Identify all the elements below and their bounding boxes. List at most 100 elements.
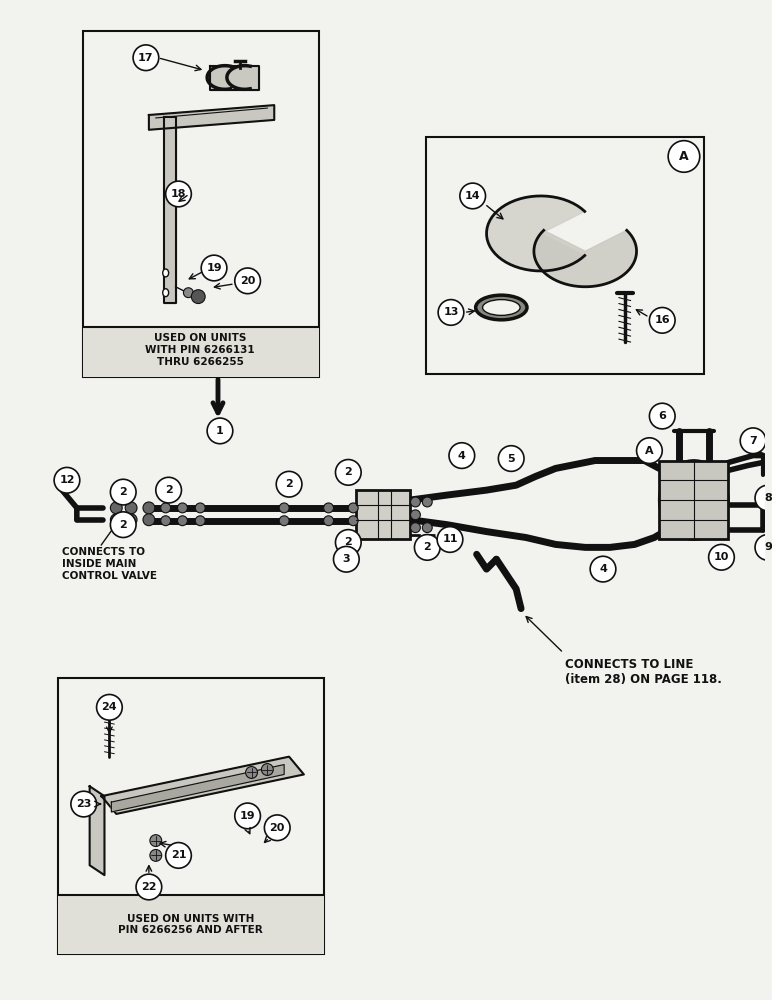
- Polygon shape: [101, 757, 304, 814]
- Text: 18: 18: [171, 189, 186, 199]
- Circle shape: [336, 530, 361, 555]
- Circle shape: [415, 535, 440, 560]
- Text: 2: 2: [164, 485, 172, 495]
- Circle shape: [334, 546, 359, 572]
- Text: 23: 23: [76, 799, 91, 809]
- Polygon shape: [164, 117, 175, 303]
- Text: CONNECTS TO
INSIDE MAIN
CONTROL VALVE: CONNECTS TO INSIDE MAIN CONTROL VALVE: [62, 547, 157, 581]
- Text: 2: 2: [120, 520, 127, 530]
- Text: 16: 16: [655, 315, 670, 325]
- Text: 4: 4: [599, 564, 607, 574]
- Circle shape: [637, 438, 662, 463]
- Circle shape: [110, 502, 122, 514]
- Circle shape: [125, 502, 137, 514]
- Circle shape: [178, 516, 188, 526]
- Circle shape: [437, 527, 463, 552]
- Bar: [58, 895, 323, 954]
- Text: 5: 5: [507, 454, 515, 464]
- Circle shape: [649, 403, 675, 429]
- Text: 2: 2: [120, 487, 127, 497]
- Circle shape: [460, 183, 486, 209]
- Circle shape: [195, 503, 205, 513]
- Circle shape: [262, 764, 273, 775]
- Circle shape: [336, 460, 361, 485]
- Polygon shape: [210, 66, 259, 90]
- Text: 12: 12: [59, 475, 75, 485]
- Bar: [83, 31, 319, 377]
- Text: 2: 2: [285, 479, 293, 489]
- Polygon shape: [486, 196, 584, 271]
- Text: 22: 22: [141, 882, 157, 892]
- Circle shape: [136, 874, 161, 900]
- Circle shape: [195, 516, 205, 526]
- Circle shape: [166, 843, 191, 868]
- Circle shape: [411, 510, 421, 520]
- Circle shape: [161, 516, 171, 526]
- Circle shape: [235, 268, 260, 294]
- Circle shape: [422, 497, 432, 507]
- Text: 2: 2: [423, 542, 431, 552]
- Text: USED ON UNITS WITH
PIN 6266256 AND AFTER: USED ON UNITS WITH PIN 6266256 AND AFTER: [118, 914, 262, 935]
- Circle shape: [96, 694, 122, 720]
- Circle shape: [184, 288, 193, 298]
- Circle shape: [411, 497, 421, 507]
- Circle shape: [438, 300, 464, 325]
- Text: 14: 14: [465, 191, 480, 201]
- Text: 19: 19: [240, 811, 256, 821]
- Text: 6: 6: [659, 411, 666, 421]
- Text: 9: 9: [764, 542, 772, 552]
- Circle shape: [110, 514, 122, 526]
- Text: 2: 2: [344, 537, 352, 547]
- Text: 20: 20: [240, 276, 256, 286]
- Polygon shape: [90, 786, 104, 875]
- Polygon shape: [534, 230, 637, 287]
- Text: CONNECTS TO LINE
(item 28) ON PAGE 118.: CONNECTS TO LINE (item 28) ON PAGE 118.: [565, 658, 723, 686]
- Text: A: A: [645, 446, 654, 456]
- Text: 1: 1: [216, 426, 224, 436]
- Circle shape: [668, 141, 699, 172]
- Circle shape: [201, 255, 227, 281]
- Ellipse shape: [476, 295, 527, 320]
- Text: 19: 19: [206, 263, 222, 273]
- Circle shape: [649, 307, 675, 333]
- Text: USED ON UNITS
WITH PIN 6266131
THRU 6266255: USED ON UNITS WITH PIN 6266131 THRU 6266…: [145, 333, 255, 367]
- Circle shape: [150, 835, 161, 847]
- Text: 10: 10: [714, 552, 730, 562]
- Bar: [83, 327, 319, 377]
- Circle shape: [449, 443, 475, 468]
- Circle shape: [161, 503, 171, 513]
- Circle shape: [143, 502, 155, 514]
- Text: 2: 2: [344, 467, 352, 477]
- Circle shape: [178, 503, 188, 513]
- Circle shape: [499, 446, 524, 471]
- Circle shape: [740, 428, 766, 454]
- Ellipse shape: [482, 300, 520, 315]
- Circle shape: [348, 503, 358, 513]
- Text: 11: 11: [442, 534, 458, 544]
- Circle shape: [143, 514, 155, 526]
- Ellipse shape: [163, 289, 168, 297]
- Circle shape: [235, 803, 260, 829]
- Circle shape: [156, 477, 181, 503]
- Bar: [356, 490, 411, 539]
- Ellipse shape: [659, 461, 728, 539]
- Text: 21: 21: [171, 850, 186, 860]
- Circle shape: [150, 849, 161, 861]
- Text: 17: 17: [138, 53, 154, 63]
- Circle shape: [709, 544, 734, 570]
- Circle shape: [411, 523, 421, 533]
- Circle shape: [279, 516, 289, 526]
- Text: 4: 4: [458, 451, 466, 461]
- Circle shape: [191, 290, 205, 304]
- Circle shape: [755, 535, 772, 560]
- Circle shape: [422, 523, 432, 533]
- Circle shape: [166, 181, 191, 207]
- Circle shape: [71, 791, 96, 817]
- Circle shape: [323, 503, 334, 513]
- Text: A: A: [679, 150, 689, 163]
- Bar: [659, 461, 728, 539]
- Circle shape: [276, 471, 302, 497]
- Circle shape: [348, 516, 358, 526]
- Polygon shape: [149, 105, 274, 130]
- Text: 8: 8: [764, 493, 772, 503]
